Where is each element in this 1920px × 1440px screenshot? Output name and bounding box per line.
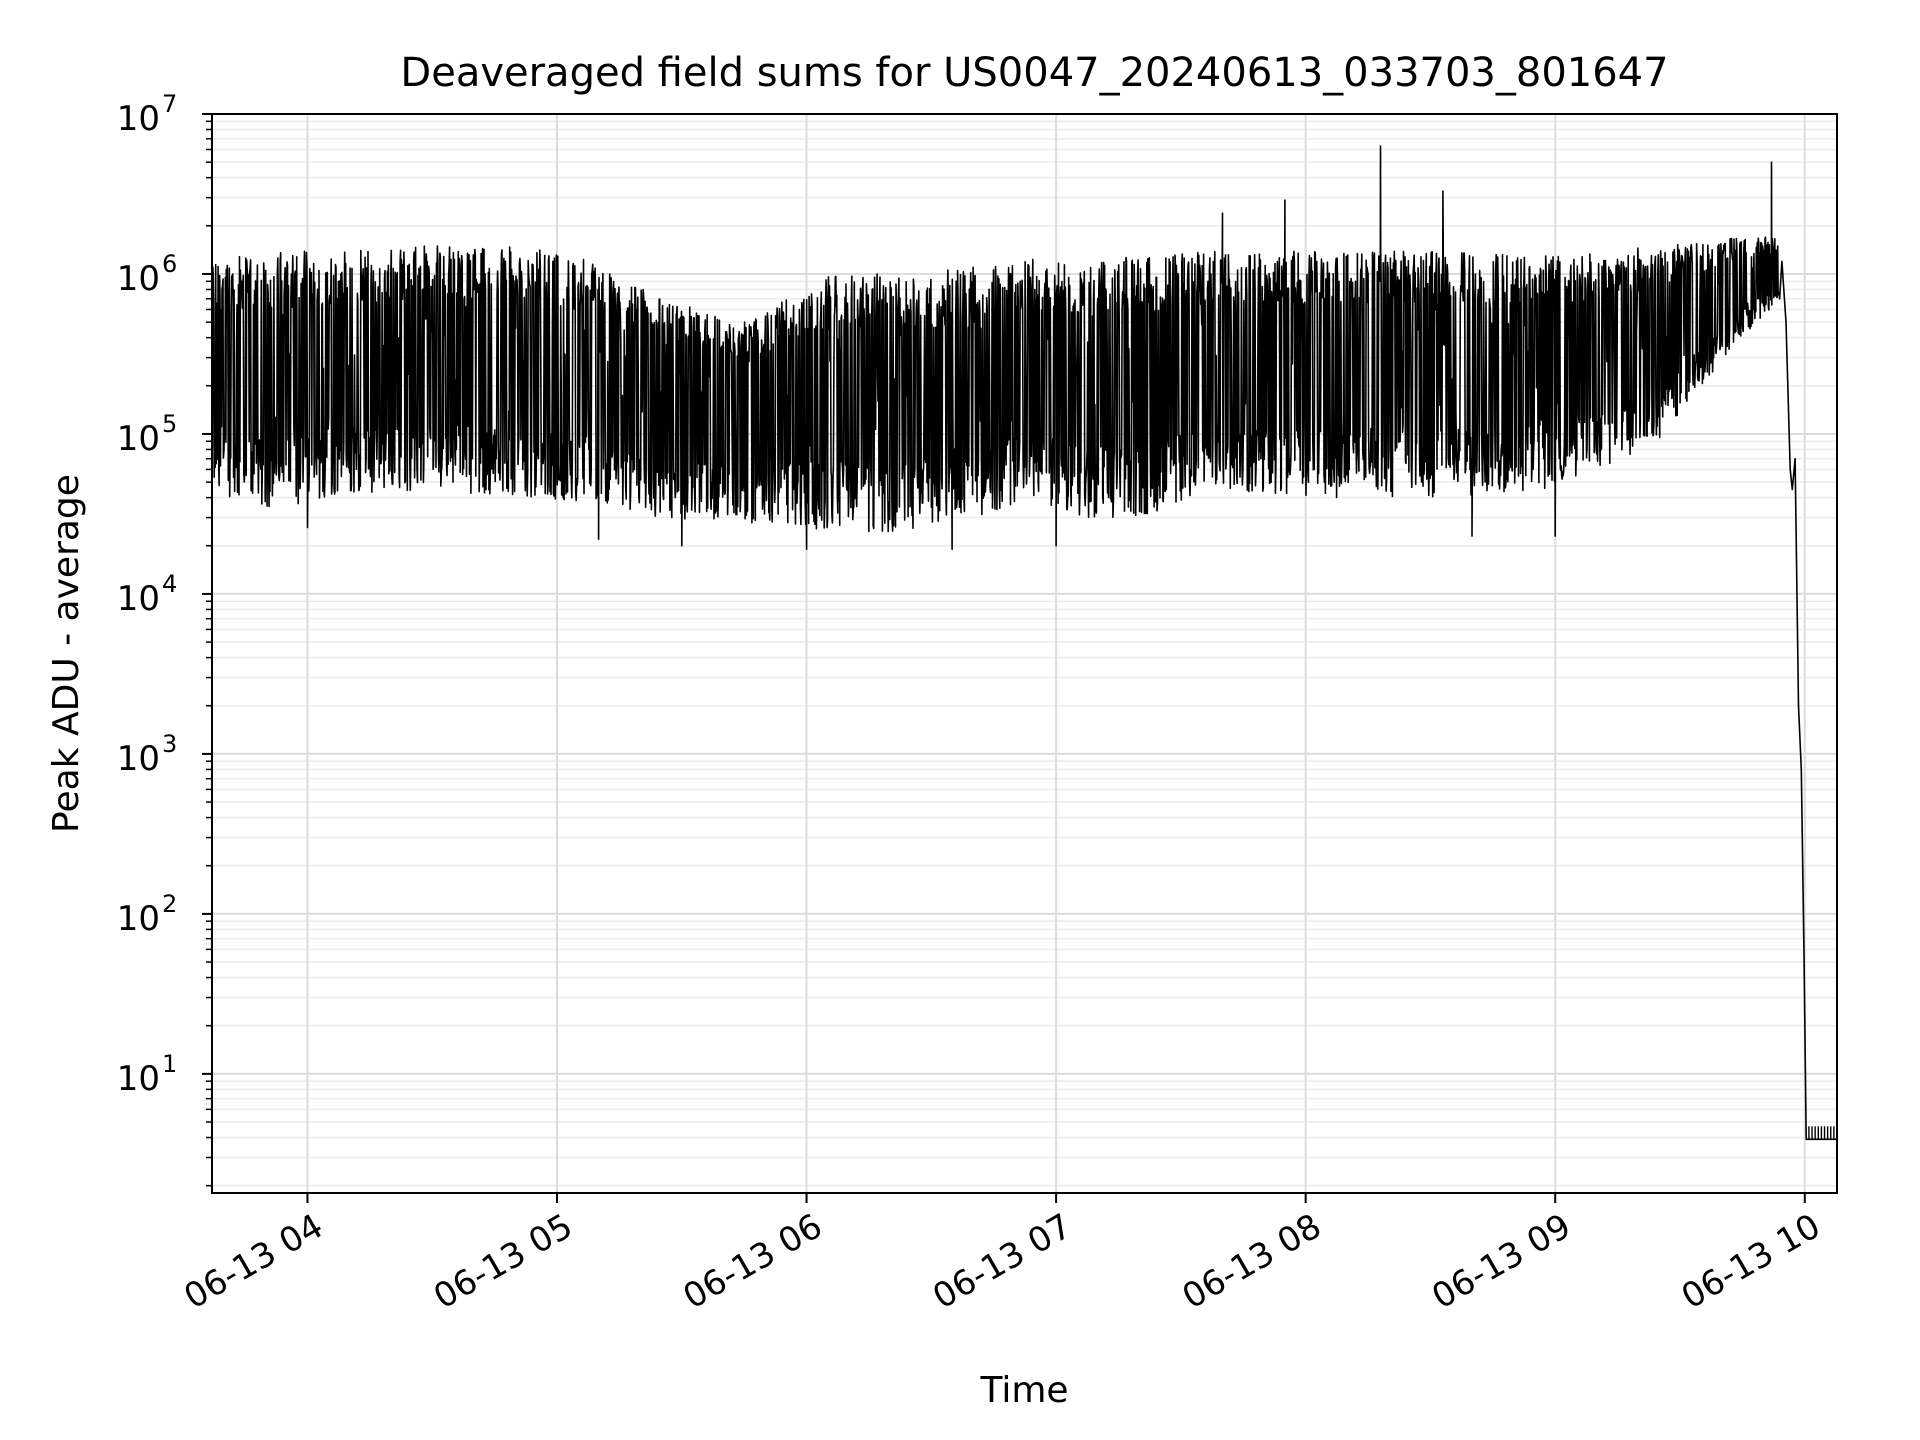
y-tick-label: 10 5 <box>117 410 178 459</box>
y-tick-label-exponent: 7 <box>162 90 177 118</box>
plot-frame <box>211 113 1838 1194</box>
y-axis-label: Peak ADU - average <box>46 474 87 833</box>
series-trace <box>211 145 1837 1141</box>
axis-ticks <box>202 113 1806 1203</box>
y-tick-label: 10 1 <box>117 1050 178 1099</box>
y-tick-label-base: 10 <box>117 99 160 139</box>
y-tick-label-exponent: 6 <box>162 250 177 278</box>
y-tick-label-exponent: 2 <box>162 890 177 918</box>
y-tick-label: 10 6 <box>117 250 178 299</box>
y-tick-label: 10 2 <box>117 890 178 939</box>
y-tick-label-exponent: 3 <box>162 730 177 758</box>
y-tick-label-exponent: 1 <box>162 1050 177 1078</box>
y-tick-label: 10 3 <box>117 730 178 779</box>
y-tick-label-base: 10 <box>117 419 160 459</box>
y-tick-label-base: 10 <box>117 579 160 619</box>
chart-title: Deaveraged field sums for US0047_2024061… <box>400 50 1668 96</box>
y-tick-label: 10 7 <box>117 90 178 139</box>
y-tick-label-exponent: 5 <box>162 410 177 438</box>
x-axis-label: Time <box>979 1370 1068 1411</box>
y-tick-label: 10 4 <box>117 570 178 619</box>
y-tick-label-exponent: 4 <box>162 570 177 598</box>
y-tick-label-base: 10 <box>117 259 160 299</box>
y-tick-label-base: 10 <box>117 739 160 779</box>
y-tick-label-base: 10 <box>117 899 160 939</box>
series-line <box>211 145 1837 1141</box>
y-tick-label-base: 10 <box>117 1059 160 1099</box>
